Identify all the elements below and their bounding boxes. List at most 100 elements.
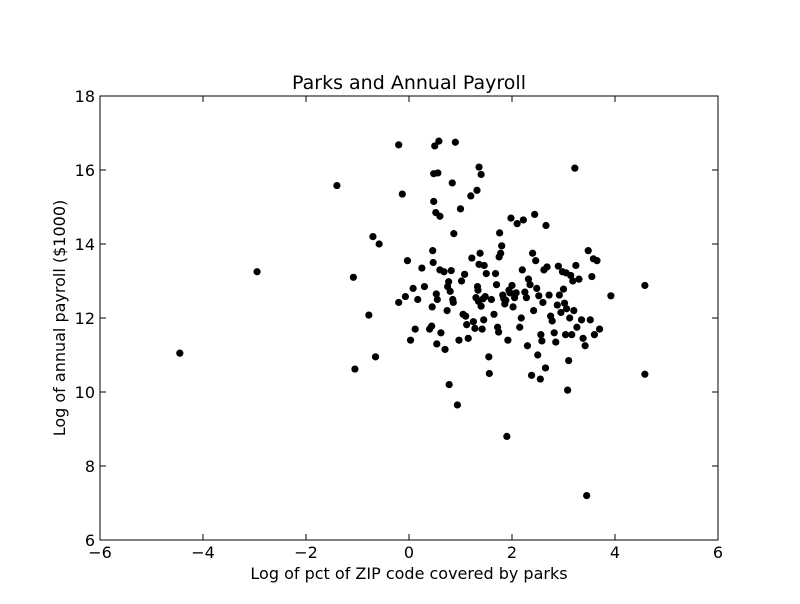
data-point-90 bbox=[498, 242, 506, 250]
data-point-114 bbox=[527, 371, 536, 379]
data-point-19 bbox=[420, 282, 429, 291]
data-point-99 bbox=[507, 214, 515, 222]
data-point-21 bbox=[428, 322, 436, 330]
data-point-73 bbox=[478, 325, 486, 333]
data-point-89 bbox=[497, 249, 505, 257]
x-axis-label: Log of pct of ZIP code covered by parks bbox=[250, 564, 567, 583]
data-point-132 bbox=[548, 317, 556, 325]
data-point-141 bbox=[560, 299, 569, 307]
data-point-5 bbox=[365, 311, 373, 319]
data-point-77 bbox=[481, 292, 489, 301]
data-point-34 bbox=[436, 212, 444, 220]
data-point-71 bbox=[477, 170, 485, 179]
data-point-100 bbox=[508, 281, 516, 290]
data-point-146 bbox=[565, 356, 573, 365]
data-point-57 bbox=[463, 321, 471, 329]
data-point-15 bbox=[409, 284, 417, 292]
axis-ticks: −6 −4 −2 0 2 4 6 6 8 10 12 14 16 18 bbox=[75, 87, 723, 562]
data-point-43 bbox=[446, 287, 454, 295]
data-point-129 bbox=[543, 263, 551, 271]
y-axis-label: Log of annual payroll ($1000) bbox=[50, 200, 69, 437]
data-point-38 bbox=[441, 345, 449, 354]
data-point-109 bbox=[521, 288, 529, 296]
data-point-112 bbox=[524, 275, 533, 283]
data-point-154 bbox=[573, 323, 581, 331]
data-point-127 bbox=[541, 364, 550, 372]
data-point-105 bbox=[516, 323, 524, 331]
data-point-24 bbox=[429, 258, 437, 267]
data-point-88 bbox=[496, 229, 504, 237]
y-tick-label: 12 bbox=[75, 309, 95, 328]
data-point-158 bbox=[581, 342, 589, 350]
data-point-101 bbox=[509, 303, 517, 311]
data-point-124 bbox=[538, 337, 546, 345]
data-point-136 bbox=[554, 262, 562, 270]
data-point-79 bbox=[485, 353, 493, 361]
y-tick-label: 10 bbox=[75, 383, 95, 402]
data-point-29 bbox=[432, 290, 440, 298]
data-point-98 bbox=[506, 289, 514, 297]
data-point-153 bbox=[572, 261, 580, 270]
data-point-49 bbox=[451, 138, 459, 146]
x-tick-label: 0 bbox=[404, 543, 414, 562]
data-point-147 bbox=[566, 314, 574, 322]
chart-title: Parks and Annual Payroll bbox=[292, 72, 526, 94]
data-point-149 bbox=[568, 331, 576, 339]
data-point-134 bbox=[552, 338, 560, 346]
data-point-161 bbox=[586, 316, 594, 324]
data-point-166 bbox=[595, 325, 604, 333]
data-point-94 bbox=[502, 296, 510, 304]
data-point-117 bbox=[531, 210, 539, 218]
data-point-111 bbox=[523, 342, 532, 350]
data-point-72 bbox=[477, 302, 485, 310]
x-tick-label: 2 bbox=[507, 543, 517, 562]
data-point-162 bbox=[588, 272, 596, 281]
data-point-130 bbox=[545, 291, 553, 299]
data-point-26 bbox=[430, 197, 438, 206]
data-point-7 bbox=[371, 353, 380, 361]
data-point-48 bbox=[450, 230, 458, 238]
data-point-18 bbox=[418, 264, 426, 272]
data-point-8 bbox=[375, 240, 383, 248]
data-point-56 bbox=[462, 312, 470, 320]
data-point-164 bbox=[590, 331, 599, 339]
data-point-122 bbox=[536, 375, 544, 383]
data-point-155 bbox=[575, 275, 583, 283]
data-point-45 bbox=[448, 179, 456, 187]
data-point-116 bbox=[530, 307, 538, 315]
data-point-32 bbox=[434, 169, 442, 177]
data-point-145 bbox=[564, 386, 572, 394]
data-point-4 bbox=[351, 365, 359, 373]
data-point-27 bbox=[431, 142, 439, 150]
y-tick-label: 6 bbox=[85, 531, 95, 550]
data-point-3 bbox=[349, 273, 357, 281]
data-point-62 bbox=[471, 324, 479, 332]
data-point-51 bbox=[455, 336, 463, 344]
data-point-115 bbox=[529, 249, 537, 257]
data-point-75 bbox=[480, 316, 488, 324]
data-point-14 bbox=[406, 336, 415, 344]
data-point-128 bbox=[542, 221, 550, 230]
data-point-16 bbox=[411, 325, 419, 333]
data-point-66 bbox=[474, 286, 482, 294]
data-point-82 bbox=[490, 310, 498, 318]
data-point-120 bbox=[534, 351, 542, 359]
data-point-47 bbox=[449, 298, 457, 307]
data-point-80 bbox=[485, 369, 493, 378]
data-point-42 bbox=[445, 381, 453, 389]
data-point-140 bbox=[559, 285, 568, 293]
data-point-68 bbox=[475, 163, 483, 171]
data-point-81 bbox=[487, 295, 495, 304]
data-point-37 bbox=[440, 268, 448, 276]
data-point-17 bbox=[414, 295, 422, 304]
data-point-160 bbox=[584, 247, 592, 255]
data-point-167 bbox=[607, 292, 615, 300]
data-point-76 bbox=[480, 261, 488, 270]
data-point-157 bbox=[579, 334, 587, 342]
data-point-1 bbox=[253, 268, 261, 276]
data-point-12 bbox=[401, 292, 409, 301]
data-point-169 bbox=[641, 370, 649, 378]
data-point-2 bbox=[333, 181, 341, 190]
data-point-52 bbox=[456, 205, 465, 213]
